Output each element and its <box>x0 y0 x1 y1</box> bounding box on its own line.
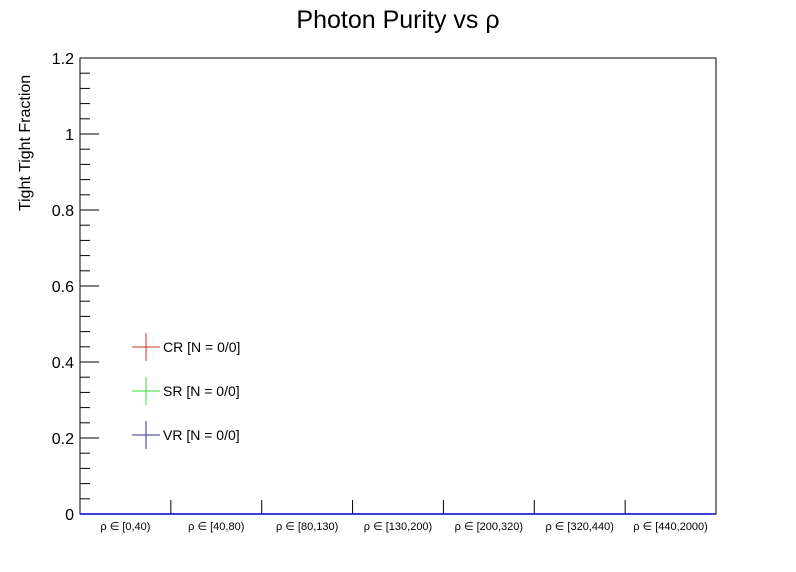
y-tick-label: 0.2 <box>52 431 74 448</box>
legend-item: VR [N = 0/0] <box>132 421 240 449</box>
x-tick-label: ρ ∈ [320,440) <box>545 521 613 533</box>
legend-item: CR [N = 0/0] <box>132 333 240 361</box>
x-tick-label: ρ ∈ [130,200) <box>364 521 432 533</box>
x-tick-label: ρ ∈ [0,40) <box>100 521 150 533</box>
x-tick-label: ρ ∈ [80,130) <box>276 521 338 533</box>
y-tick-label: 0.4 <box>52 355 74 372</box>
y-tick-label: 0 <box>65 507 74 524</box>
x-tick-label: ρ ∈ [440,2000) <box>633 521 708 533</box>
plot-frame <box>79 57 717 515</box>
legend-item: SR [N = 0/0] <box>132 377 240 405</box>
legend-label: VR [N = 0/0] <box>163 427 240 443</box>
y-tick-label: 0.6 <box>52 279 74 296</box>
x-tick-label: ρ ∈ [40,80) <box>188 521 244 533</box>
y-axis: 0 0.2 0.4 0.6 0.8 1 1.2 <box>52 51 99 524</box>
chart-title: Photon Purity vs ρ <box>296 6 499 34</box>
y-axis-title: Tight Tight Fraction <box>17 75 34 211</box>
legend-label: CR [N = 0/0] <box>163 339 240 355</box>
y-tick-label: 0.8 <box>52 203 74 220</box>
x-tick-label: ρ ∈ [200,320) <box>455 521 523 533</box>
y-tick-label: 1 <box>65 127 74 144</box>
legend-label: SR [N = 0/0] <box>163 383 240 399</box>
x-axis: ρ ∈ [0,40) ρ ∈ [40,80) ρ ∈ [80,130) ρ ∈ [13… <box>100 500 708 533</box>
y-tick-label: 1.2 <box>52 51 74 68</box>
legend: CR [N = 0/0] SR [N = 0/0] VR [N = 0/0] <box>132 333 240 449</box>
